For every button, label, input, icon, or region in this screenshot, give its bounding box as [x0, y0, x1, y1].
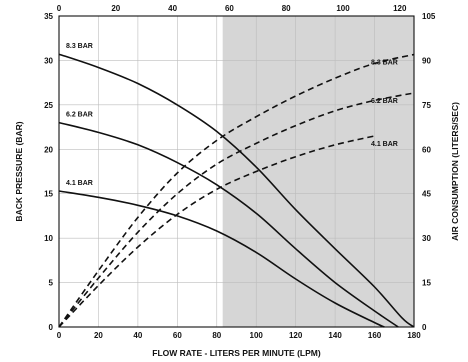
y-left-tick-label: 35	[44, 12, 53, 21]
x-top-tick-label: 20	[111, 4, 120, 13]
back-pressure-curve-4-1-bar	[58, 190, 385, 328]
back-pressure-curve-6-2-bar	[58, 121, 399, 328]
air-consumption-label-6-2-bar: 6.2 BAR	[371, 98, 398, 105]
x-top-tick-label: 40	[168, 4, 177, 13]
x-bottom-tick-label: 180	[407, 331, 421, 340]
back-pressure-label-4-1-bar: 4.1 BAR	[66, 180, 93, 187]
x-bottom-tick-label: 140	[328, 331, 342, 340]
x-top-tick-label: 100	[336, 4, 350, 13]
y-right-tick-label: 0	[422, 323, 427, 332]
y-right-tick-label: 90	[422, 56, 431, 65]
y-axis-left-label: BACK PRESSURE (BAR)	[14, 121, 24, 221]
air-consumption-curve-6-2-bar	[58, 92, 415, 328]
air-consumption-curve-4-1-bar	[58, 135, 375, 328]
x-bottom-tick-label: 80	[212, 331, 221, 340]
y-right-tick-label: 105	[422, 12, 436, 21]
y-left-tick-label: 10	[44, 234, 53, 243]
back-pressure-label-6-2-bar: 6.2 BAR	[66, 112, 93, 119]
x-bottom-tick-label: 40	[133, 331, 142, 340]
x-top-tick-label: 0	[57, 4, 62, 13]
x-bottom-tick-label: 60	[173, 331, 182, 340]
x-top-tick-label: 60	[225, 4, 234, 13]
y-left-tick-label: 30	[44, 56, 53, 65]
curves	[58, 53, 415, 328]
x-bottom-tick-label: 120	[289, 331, 303, 340]
y-right-tick-label: 30	[422, 234, 431, 243]
y-left-tick-label: 15	[44, 190, 53, 199]
x-bottom-tick-label: 20	[94, 331, 103, 340]
y-right-tick-label: 45	[422, 190, 431, 199]
x-bottom-tick-label: 160	[368, 331, 382, 340]
air-consumption-label-8-3-bar: 8.3 BAR	[371, 60, 398, 67]
x-axis-label: FLOW RATE - LITERS PER MINUTE (LPM)	[152, 348, 321, 358]
air-consumption-label-4-1-bar: 4.1 BAR	[371, 141, 398, 148]
y-left-tick-label: 20	[44, 145, 53, 154]
back-pressure-label-8-3-bar: 8.3 BAR	[66, 43, 93, 50]
y-right-tick-label: 15	[422, 279, 431, 288]
y-left-tick-label: 5	[49, 279, 54, 288]
plot-frame	[58, 15, 415, 328]
y-right-tick-label: 75	[422, 101, 431, 110]
x-top-tick-label: 120	[393, 4, 407, 13]
x-bottom-tick-label: 100	[250, 331, 264, 340]
y-axis-right-label: AIR CONSUMPTION (LITERS/SEC)	[450, 102, 460, 241]
y-left-tick-label: 0	[49, 323, 54, 332]
x-top-tick-label: 80	[282, 4, 291, 13]
back-pressure-curve-8-3-bar	[58, 53, 415, 328]
y-right-tick-label: 60	[422, 145, 431, 154]
y-left-tick-label: 25	[44, 101, 53, 110]
x-bottom-tick-label: 0	[57, 331, 62, 340]
series-labels: 8.3 BAR 6.2 BAR 4.1 BAR 8.3 BAR 6.2 BAR 4.1 B…	[66, 43, 398, 187]
air-consumption-curve-8-3-bar	[58, 53, 415, 328]
